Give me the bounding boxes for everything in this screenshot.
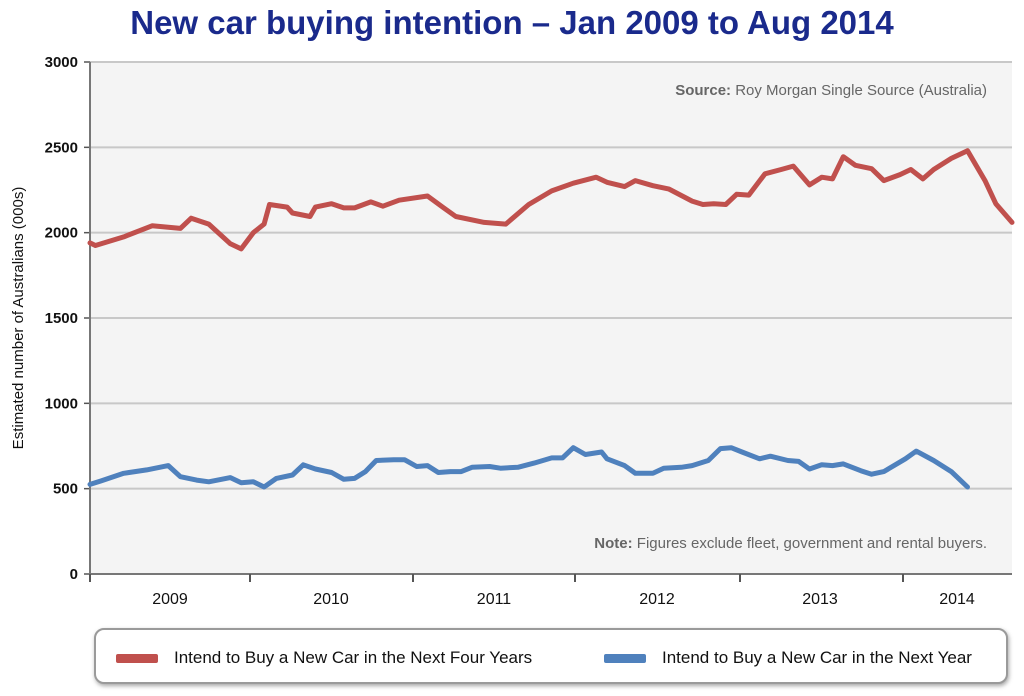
legend-item-next-year: Intend to Buy a New Car in the Next Year — [604, 648, 972, 668]
y-tick-labels: 0 500 1000 1500 2000 2500 3000 — [45, 54, 78, 583]
chart-title: New car buying intention – Jan 2009 to A… — [130, 4, 894, 41]
x-tick-label-2010: 2010 — [313, 591, 349, 608]
gridlines — [84, 61, 1012, 575]
series-line-next-year — [87, 445, 970, 490]
legend-swatch-four-years — [116, 653, 158, 663]
y-tick-label-1000: 1000 — [45, 395, 78, 412]
series-lines — [87, 148, 1015, 490]
legend-label-next-year: Intend to Buy a New Car in the Next Year — [662, 648, 972, 667]
x-tick-label-2013: 2013 — [802, 591, 838, 608]
x-tick-labels: 2009 2010 2011 2012 2013 2014 — [89, 574, 975, 608]
x-tick-label-2012: 2012 — [639, 591, 675, 608]
x-tick-label-2009: 2009 — [152, 591, 188, 608]
y-tick-label-500: 500 — [53, 481, 78, 498]
y-tick-label-1500: 1500 — [45, 310, 78, 327]
note-label: Note: — [594, 535, 632, 552]
legend: Intend to Buy a New Car in the Next Four… — [94, 628, 1008, 684]
legend-swatch-next-year — [604, 653, 646, 663]
y-tick-label-3000: 3000 — [45, 54, 78, 71]
series-line-four-years — [87, 148, 1015, 252]
source-annotation: Source: Roy Morgan Single Source (Austra… — [675, 82, 987, 99]
note-text: Figures exclude fleet, government and re… — [633, 535, 987, 552]
y-tick-label-2500: 2500 — [45, 139, 78, 156]
y-axis-label: Estimated number of Australians (000s) — [10, 187, 27, 450]
legend-item-four-years: Intend to Buy a New Car in the Next Four… — [116, 648, 532, 668]
source-label: Source: — [675, 82, 731, 99]
note-annotation: Note: Figures exclude fleet, government … — [594, 535, 987, 552]
x-tick-label-2011: 2011 — [477, 591, 512, 608]
legend-label-four-years: Intend to Buy a New Car in the Next Four… — [174, 648, 533, 667]
x-tick-label-2014: 2014 — [939, 591, 975, 608]
axes — [89, 62, 1012, 575]
source-text: Roy Morgan Single Source (Australia) — [731, 82, 987, 99]
y-tick-label-2000: 2000 — [45, 225, 78, 242]
y-tick-label-0: 0 — [70, 566, 78, 583]
